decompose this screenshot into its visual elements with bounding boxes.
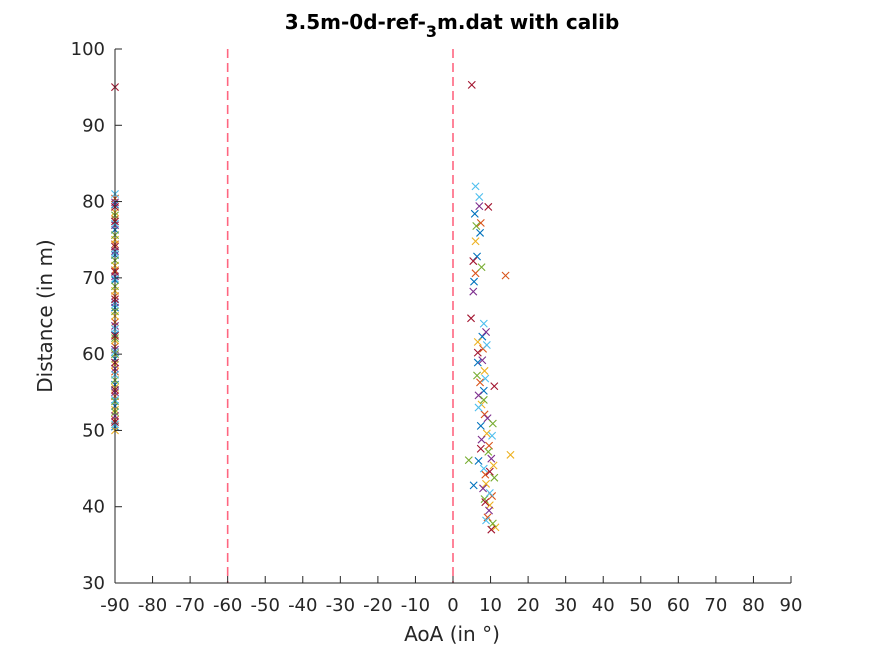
- data-point: [482, 479, 491, 488]
- data-point: [470, 209, 479, 218]
- data-point: [478, 332, 487, 341]
- data-point: [490, 473, 499, 482]
- data-point: [491, 523, 500, 532]
- data-point: [473, 348, 482, 357]
- data-point: [473, 371, 482, 380]
- data-point: [484, 447, 493, 456]
- y-axis-label: Distance (in m): [33, 239, 57, 393]
- data-point: [506, 450, 515, 459]
- y-tick-label: 40: [82, 497, 105, 518]
- data-point: [467, 80, 476, 89]
- data-point: [472, 221, 481, 230]
- data-point: [485, 506, 494, 515]
- data-point: [479, 464, 488, 473]
- data-point: [488, 431, 497, 440]
- data-point: [485, 467, 494, 476]
- x-tick-label: -60: [213, 595, 242, 616]
- data-point: [476, 421, 485, 430]
- x-tick-label: 20: [517, 595, 540, 616]
- data-point: [469, 257, 478, 266]
- x-tick-label: -30: [326, 595, 355, 616]
- data-point: [489, 461, 498, 470]
- x-tick-label: 0: [447, 595, 458, 616]
- data-point: [478, 356, 487, 365]
- data-point: [464, 456, 473, 465]
- x-tick-label: 30: [554, 595, 577, 616]
- data-point: [481, 470, 490, 479]
- chart-title-subscript: 3: [426, 22, 437, 41]
- y-tick-label: 60: [82, 344, 105, 365]
- x-tick-label: -10: [401, 595, 430, 616]
- y-tick-label: 80: [82, 192, 105, 213]
- x-tick-label: 90: [780, 595, 803, 616]
- data-point: [501, 271, 510, 280]
- data-point: [473, 252, 482, 261]
- data-point: [481, 374, 490, 383]
- x-tick-label: -20: [363, 595, 392, 616]
- data-point: [487, 525, 496, 534]
- axes: -90 -80 -70 -60 -50 -40 -30 -20 -10 0 10 20 30 40 50 60…: [71, 39, 803, 616]
- data-point: [476, 218, 485, 227]
- data-point: [476, 228, 485, 237]
- data-point: [490, 382, 499, 391]
- data-point: [481, 498, 490, 507]
- y-tick-label: 70: [82, 268, 105, 289]
- chart-title-suffix: m.dat with calib: [437, 10, 619, 34]
- x-tick-label: -40: [288, 595, 317, 616]
- data-point: [480, 495, 489, 504]
- data-point: [487, 454, 496, 463]
- reference-lines: [226, 49, 454, 583]
- data-point: [482, 341, 491, 349]
- y-tick-label: 100: [71, 39, 105, 60]
- chart-title: 3.5m-0d-ref-3m.dat with calib: [285, 10, 620, 41]
- data-point: [475, 202, 484, 211]
- data-point: [473, 358, 482, 367]
- data-point: [474, 403, 483, 412]
- data-point: [477, 435, 486, 444]
- chart-title-main: 3.5m-0d-ref-: [285, 10, 426, 34]
- x-tick-label: -90: [100, 595, 129, 616]
- data-point: [470, 277, 479, 286]
- x-tick-label: -70: [175, 595, 204, 616]
- data-point: [475, 193, 484, 201]
- data-point: [488, 419, 497, 428]
- data-point: [474, 456, 483, 465]
- x-tick-label: 40: [592, 595, 615, 616]
- data-point: [482, 516, 491, 525]
- data-point: [482, 429, 491, 438]
- x-tick-label: 60: [667, 595, 690, 616]
- data-point: [479, 319, 488, 328]
- y-tick-label: 90: [82, 115, 105, 136]
- x-tick-label: 50: [629, 595, 652, 616]
- data-point: [485, 488, 494, 497]
- data-point: [477, 263, 486, 272]
- x-tick-label: 80: [742, 595, 765, 616]
- data-point: [467, 314, 476, 323]
- data-point: [484, 202, 493, 211]
- x-axis-label: AoA (in °): [404, 622, 500, 646]
- data-point: [469, 287, 478, 296]
- data-point: [473, 337, 482, 346]
- x-tick-label: 10: [479, 595, 502, 616]
- y-tick-label: 50: [82, 420, 105, 441]
- data-point: [479, 395, 488, 404]
- data-point: [471, 182, 480, 191]
- data-point: [471, 237, 480, 246]
- data-point: [471, 269, 480, 278]
- x-tick-label: 70: [704, 595, 727, 616]
- data-point: [476, 444, 485, 453]
- y-tick-label: 30: [82, 573, 105, 594]
- data-point: [480, 366, 489, 375]
- data-point: [479, 484, 488, 493]
- data-point: [476, 378, 485, 387]
- x-tick-label: -80: [138, 595, 167, 616]
- data-point: [482, 328, 491, 337]
- x-tick-label: -50: [251, 595, 280, 616]
- data-point: [480, 410, 489, 419]
- data-point: [488, 519, 497, 528]
- data-point: [469, 481, 478, 490]
